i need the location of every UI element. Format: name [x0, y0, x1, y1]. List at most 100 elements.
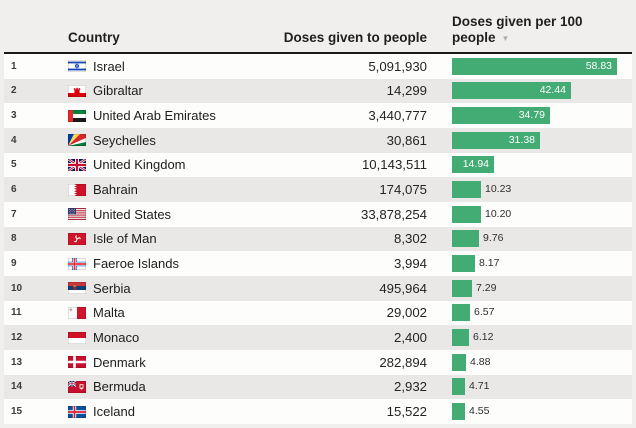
column-header-per100-label: Doses given per 100 people [452, 14, 583, 46]
flag-gibraltar-icon [68, 84, 86, 97]
doses-value: 8,302 [393, 231, 427, 247]
per100-value-label: 10.20 [485, 207, 512, 220]
rank-label: 13 [11, 356, 23, 368]
doses-value: 29,002 [386, 305, 427, 321]
rank-label: 11 [11, 307, 22, 319]
table-row: 13 Denmark 282,894 4.88 [4, 349, 632, 375]
per100-bar [452, 304, 470, 322]
per100-value-label: 14.94 [462, 158, 489, 171]
flag-israel-icon [68, 60, 86, 73]
doses-value: 174,075 [379, 182, 427, 198]
flag-uk-icon [68, 158, 86, 171]
table-row: 5 United Kingdom 10,143,511 14.94 [4, 152, 632, 178]
country-label: Seychelles [93, 132, 156, 148]
rank-label: 9 [11, 258, 17, 270]
flag-seychelles-icon [68, 134, 86, 147]
flag-iceland-icon [68, 405, 86, 418]
flag-serbia-icon [68, 282, 86, 295]
rank-label: 3 [11, 110, 17, 122]
flag-isleofman-icon [68, 232, 86, 245]
country-label: Denmark [93, 354, 146, 370]
country-label: United Kingdom [93, 157, 186, 173]
per100-bar [452, 279, 472, 297]
doses-value: 2,400 [393, 330, 427, 346]
per100-bar: 34.79 [452, 107, 550, 125]
rank-label: 12 [11, 332, 23, 344]
table-row: 3 United Arab Emirates 3,440,777 34.79 [4, 103, 632, 128]
doses-value: 10,143,511 [361, 157, 427, 173]
rank-label: 15 [11, 406, 23, 418]
per100-bar: 58.83 [452, 57, 617, 75]
rank-label: 1 [11, 60, 17, 72]
table-row: 2 Gibraltar 14,299 42.44 [4, 78, 632, 104]
country-label: United Arab Emirates [93, 108, 216, 124]
per100-value-label: 9.76 [483, 232, 504, 245]
per100-bar [452, 329, 469, 347]
country-label: Bahrain [93, 182, 138, 198]
sort-desc-icon[interactable]: ▼ [501, 34, 510, 44]
rank-label: 2 [11, 85, 17, 97]
country-label: United States [93, 206, 172, 222]
column-header-country: Country [68, 30, 120, 46]
table-row: 4 Seychelles 30,861 31.38 [4, 127, 632, 153]
doses-value: 3,440,777 [368, 108, 427, 124]
country-label: Serbia [93, 280, 131, 296]
table-header-row: Country Doses given to people Doses give… [4, 0, 632, 54]
per100-bar [452, 403, 465, 421]
per100-bar [452, 181, 481, 199]
doses-value: 282,894 [379, 354, 427, 370]
rank-label: 6 [11, 184, 17, 196]
per100-bar [452, 205, 481, 223]
table-body: 1 Israel 5,091,930 58.83 2 Gibraltar 14,… [4, 54, 632, 424]
per100-bar: 31.38 [452, 131, 540, 149]
table-row: 7 United States 33,878,254 10.20 [4, 201, 632, 227]
table-row: 10 Serbia 495,964 7.29 [4, 275, 632, 301]
country-label: Bermuda [93, 379, 146, 395]
per100-value-label: 4.88 [470, 355, 491, 368]
per100-bar [452, 353, 466, 371]
per100-value-label: 58.83 [585, 59, 612, 72]
flag-malta-icon [68, 306, 86, 319]
table-row: 14 Bermuda 2,932 4.71 [4, 374, 632, 400]
flag-bahrain-icon [68, 183, 86, 196]
doses-value: 495,964 [379, 280, 427, 296]
table-row: 9 Faeroe Islands 3,994 8.17 [4, 251, 632, 276]
table-row: 8 Isle of Man 8,302 9.76 [4, 226, 632, 252]
rank-label: 8 [11, 233, 17, 245]
per100-bar [452, 378, 465, 396]
per100-value-label: 6.12 [473, 331, 494, 344]
table-row: 1 Israel 5,091,930 58.83 [4, 54, 632, 79]
doses-value: 3,994 [393, 256, 427, 272]
table-row: 6 Bahrain 174,075 10.23 [4, 177, 632, 202]
per100-bar: 42.44 [452, 82, 571, 100]
flag-bermuda-icon [68, 380, 86, 393]
per100-value-label: 42.44 [539, 84, 566, 97]
rank-label: 5 [11, 159, 17, 171]
per100-value-label: 8.17 [479, 257, 500, 270]
country-label: Monaco [93, 330, 140, 346]
country-label: Faeroe Islands [93, 256, 179, 272]
per100-value-label: 7.29 [476, 281, 497, 294]
rank-label: 14 [11, 381, 23, 393]
doses-value: 2,932 [393, 379, 427, 395]
per100-value-label: 10.23 [485, 183, 512, 196]
doses-value: 5,091,930 [368, 58, 427, 74]
country-label: Malta [93, 305, 125, 321]
flag-monaco-icon [68, 331, 86, 344]
country-label: Gibraltar [93, 83, 143, 99]
doses-value: 15,522 [386, 404, 427, 420]
flag-usa-icon [68, 208, 86, 221]
per100-bar: 14.94 [452, 156, 494, 174]
table-row: 12 Monaco 2,400 6.12 [4, 325, 632, 350]
per100-value-label: 4.71 [469, 380, 490, 393]
flag-faeroe-icon [68, 257, 86, 270]
per100-value-label: 4.55 [469, 405, 490, 418]
flag-uae-icon [68, 109, 86, 122]
table-row: 11 Malta 29,002 6.57 [4, 300, 632, 326]
column-header-per100[interactable]: Doses given per 100 people ▼ [427, 14, 602, 46]
doses-value: 30,861 [386, 132, 427, 148]
country-label: Iceland [93, 404, 135, 420]
flag-denmark-icon [68, 356, 86, 369]
rank-label: 7 [11, 208, 17, 220]
per100-value-label: 31.38 [508, 133, 535, 146]
